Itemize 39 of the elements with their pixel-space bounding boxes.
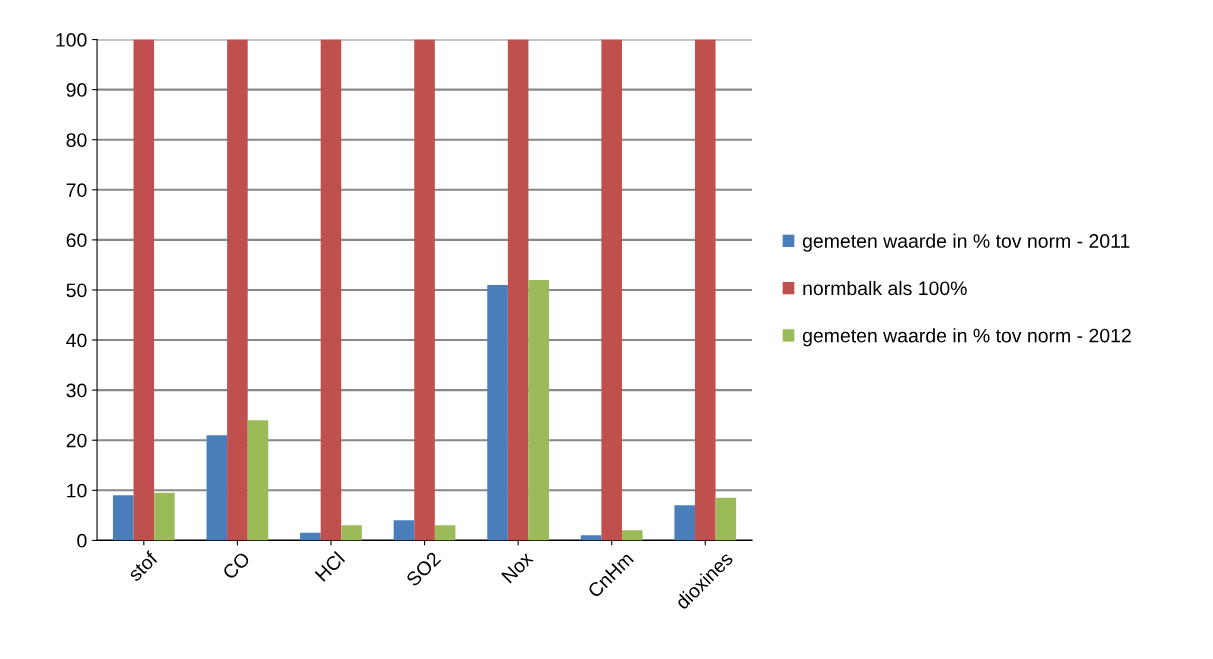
y-tick-label: 70 bbox=[66, 183, 87, 198]
y-tick-label: 10 bbox=[67, 483, 87, 498]
bar bbox=[601, 39, 622, 541]
bar bbox=[694, 39, 716, 541]
x-tick-label: CO bbox=[221, 551, 251, 581]
bar bbox=[206, 435, 228, 541]
y-tick-label: 60 bbox=[66, 233, 87, 248]
y-tick-label: 0 bbox=[77, 533, 87, 548]
bar bbox=[715, 497, 737, 541]
x-tick-label: Nox bbox=[501, 550, 534, 584]
bar bbox=[528, 279, 549, 541]
y-tick-label: 80 bbox=[66, 133, 87, 147]
bar bbox=[507, 39, 529, 541]
y-tick-label: 50 bbox=[66, 283, 87, 298]
bar bbox=[434, 525, 456, 541]
bar bbox=[580, 535, 602, 541]
bar bbox=[227, 39, 248, 541]
x-tick-label: stof bbox=[126, 550, 159, 582]
bar bbox=[133, 39, 155, 541]
bar bbox=[414, 39, 435, 541]
bar bbox=[674, 505, 695, 541]
y-tick-label: 40 bbox=[66, 333, 87, 348]
legend-label: gemeten waarde in % tov norm - 2012 bbox=[802, 328, 1131, 347]
bar bbox=[393, 520, 415, 541]
bar bbox=[112, 495, 134, 541]
bar bbox=[300, 532, 321, 541]
legend-label: gemeten waarde in % tov norm - 2011 bbox=[802, 233, 1130, 252]
bar bbox=[341, 525, 362, 541]
bar bbox=[154, 492, 175, 541]
y-tick-label: 30 bbox=[66, 383, 87, 398]
bar bbox=[487, 284, 508, 541]
x-tick-label: HCl bbox=[314, 551, 346, 582]
legend-label: normbalk als 100% bbox=[803, 280, 967, 296]
bar bbox=[247, 420, 269, 541]
y-tick-label: 100 bbox=[56, 33, 87, 47]
y-tick-label: 20 bbox=[66, 433, 87, 448]
y-tick-label: 90 bbox=[66, 83, 87, 97]
bar bbox=[320, 39, 342, 541]
bar bbox=[621, 530, 643, 541]
